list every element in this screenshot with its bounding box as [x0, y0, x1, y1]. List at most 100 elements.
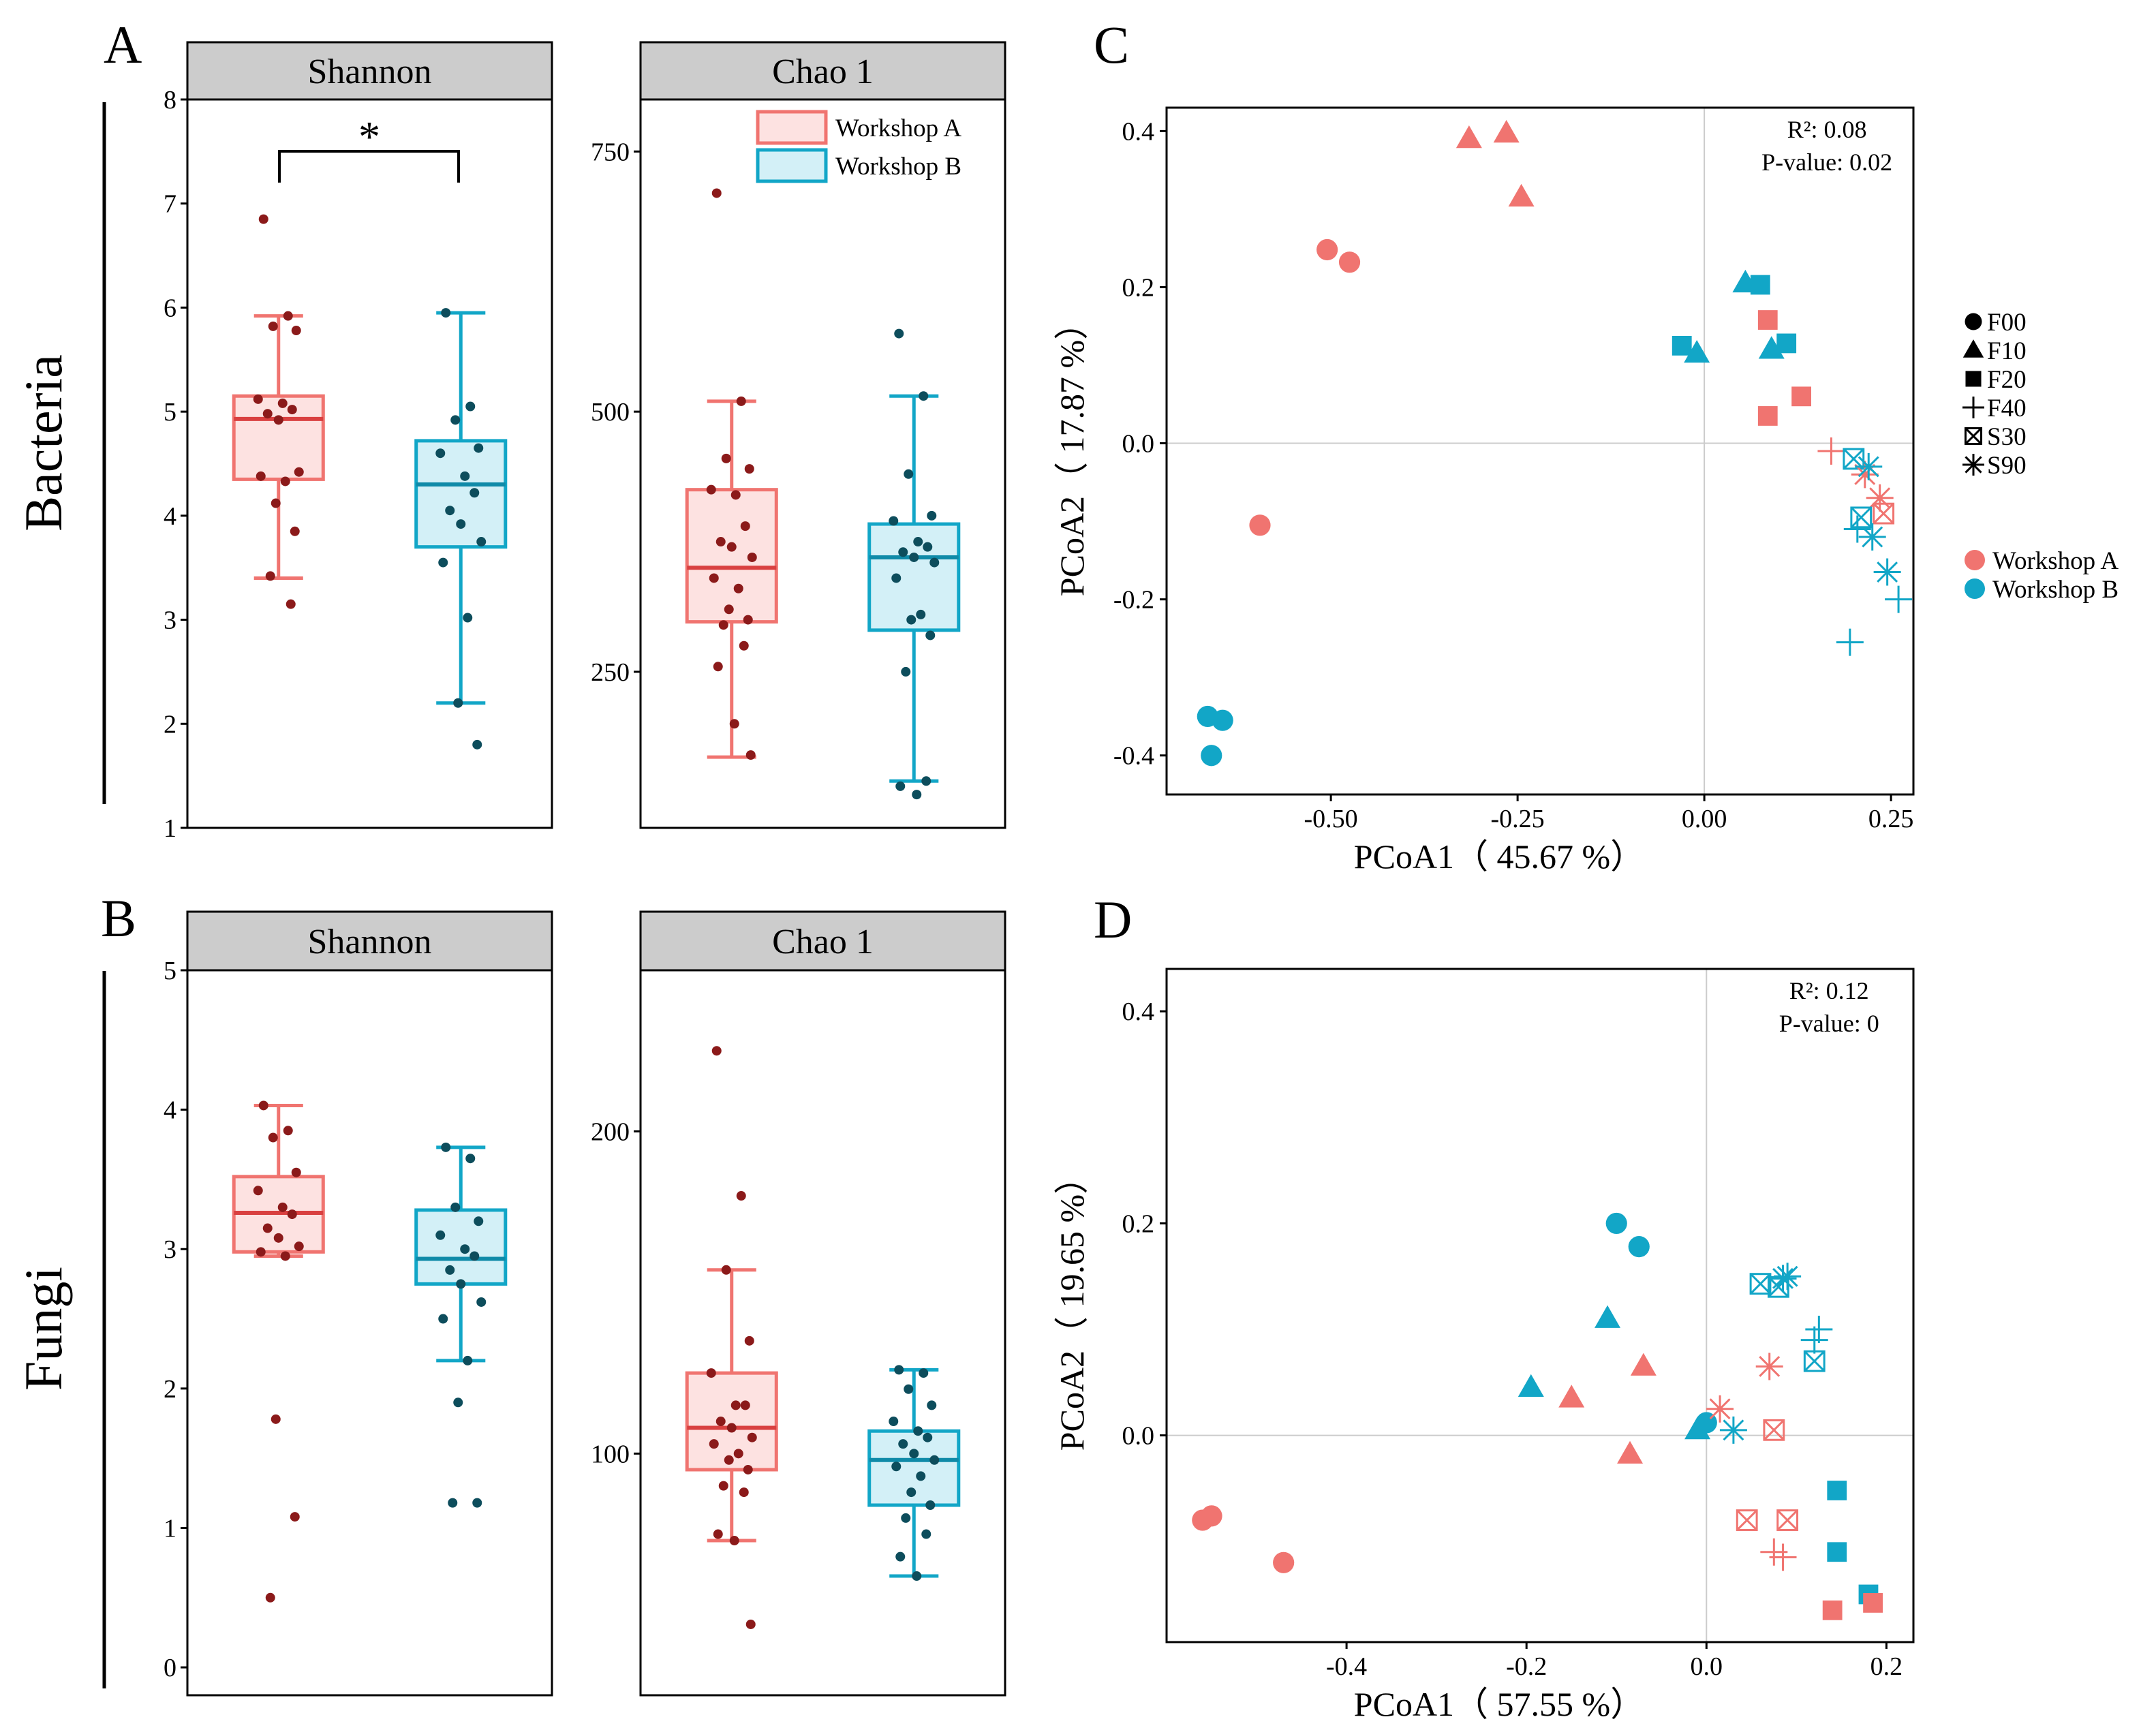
scatter-point — [1873, 502, 1895, 525]
box-iqr — [685, 1371, 778, 1472]
scatter-point — [1803, 1350, 1826, 1372]
data-point — [906, 1487, 917, 1498]
panel-letter-c: C — [1094, 15, 1129, 74]
legend-group-key — [1965, 550, 1985, 570]
legend-shape-label: S90 — [1987, 452, 2027, 480]
scatter-point — [1843, 515, 1871, 543]
strip-header — [186, 910, 553, 972]
data-point — [438, 557, 448, 568]
y-tick-label: 200 — [591, 1117, 630, 1146]
scatter-point — [1249, 514, 1271, 536]
panel-letter-a: A — [104, 15, 142, 74]
x-tick-label: 0.0 — [1691, 1652, 1723, 1681]
data-point — [730, 1400, 741, 1410]
data-point — [889, 1417, 899, 1427]
scatter-point — [1201, 745, 1222, 767]
scatter-point — [1316, 238, 1338, 261]
x-tick-label: -0.25 — [1491, 805, 1545, 833]
data-point — [280, 1251, 290, 1261]
data-point — [265, 571, 275, 581]
data-point — [709, 573, 719, 583]
data-point — [283, 311, 293, 321]
scatter-point — [1769, 1265, 1797, 1293]
marker-cross — [1776, 1509, 1798, 1531]
scatter-point — [1750, 275, 1770, 295]
data-point — [465, 401, 476, 412]
marker-square — [1850, 506, 1873, 529]
data-point — [472, 1498, 482, 1508]
x-axis-title: PCoA1（ 57.55 %） — [1354, 1685, 1644, 1723]
data-point — [283, 1126, 293, 1136]
marker-cross — [1736, 1509, 1758, 1531]
scatter-point — [1822, 1600, 1843, 1620]
y-tick-label: 1 — [164, 1514, 176, 1543]
scatter-point — [1776, 1509, 1799, 1531]
data-point — [268, 321, 278, 331]
data-point — [898, 1439, 908, 1449]
data-point — [891, 573, 902, 583]
panel-letter-b: B — [101, 889, 136, 948]
data-point — [709, 1439, 719, 1449]
data-point — [273, 415, 283, 425]
legend-shape-key — [1962, 454, 1984, 476]
legend-group-key — [1965, 578, 1985, 599]
marker-cross — [1965, 427, 1982, 445]
x-tick-label: 0.00 — [1682, 805, 1727, 833]
legend-shape-key — [1962, 339, 1984, 358]
x-tick-label: -0.50 — [1304, 805, 1358, 833]
strip-title: Chao 1 — [772, 52, 874, 91]
data-point — [453, 698, 463, 708]
scatter-point — [1800, 1326, 1828, 1354]
data-point — [929, 557, 940, 568]
scatter-point — [1817, 437, 1845, 465]
scatter-point — [1858, 523, 1886, 551]
scatter-point — [1873, 558, 1901, 586]
scatter-point — [1791, 386, 1811, 407]
strip-header — [186, 41, 553, 101]
scatter-point — [1706, 1395, 1734, 1423]
x-tick-label: 0.2 — [1870, 1652, 1903, 1681]
data-point — [912, 1571, 922, 1581]
scatter-point — [1719, 1416, 1747, 1444]
data-point — [271, 498, 281, 508]
marker-cross — [1843, 448, 1864, 469]
data-point — [445, 1265, 455, 1275]
box-iqr — [685, 488, 778, 624]
data-point — [721, 453, 731, 463]
scatter-point — [1617, 1440, 1644, 1464]
data-point — [469, 488, 480, 498]
strip-title: Chao 1 — [772, 923, 874, 961]
legend-shape-label: F00 — [1987, 309, 2027, 337]
data-point — [273, 1233, 283, 1243]
stat-pvalue: P-value: 0.02 — [1761, 149, 1892, 176]
data-point — [469, 1251, 480, 1261]
row-label-bacteria: Bacteria — [14, 354, 73, 531]
data-point — [901, 1513, 911, 1523]
data-point — [435, 1230, 446, 1240]
data-point — [450, 1202, 461, 1212]
scatter-point — [1338, 251, 1361, 273]
data-point — [916, 1471, 926, 1481]
stat-r2: R²: 0.12 — [1789, 977, 1869, 1004]
data-point — [258, 214, 268, 224]
data-point — [438, 1314, 448, 1324]
scatter-point — [1827, 1481, 1847, 1500]
scatter-point — [1508, 183, 1535, 207]
scatter-point — [1866, 484, 1894, 512]
data-point — [450, 415, 461, 425]
scatter-point — [1684, 339, 1710, 363]
y-tick-label: 2 — [164, 1375, 176, 1404]
scatter-point — [1456, 125, 1482, 149]
plot-frame — [639, 969, 1006, 1697]
scatter-point — [1558, 1385, 1585, 1408]
data-point — [476, 1297, 487, 1307]
data-point — [253, 394, 263, 404]
scatter-point — [1212, 709, 1233, 731]
legend-shape-key — [1962, 397, 1984, 418]
data-point — [921, 1529, 931, 1539]
scatter-point — [1827, 1542, 1847, 1562]
data-point — [747, 552, 757, 562]
data-point — [740, 1400, 750, 1410]
scatter-point — [1755, 1353, 1783, 1380]
